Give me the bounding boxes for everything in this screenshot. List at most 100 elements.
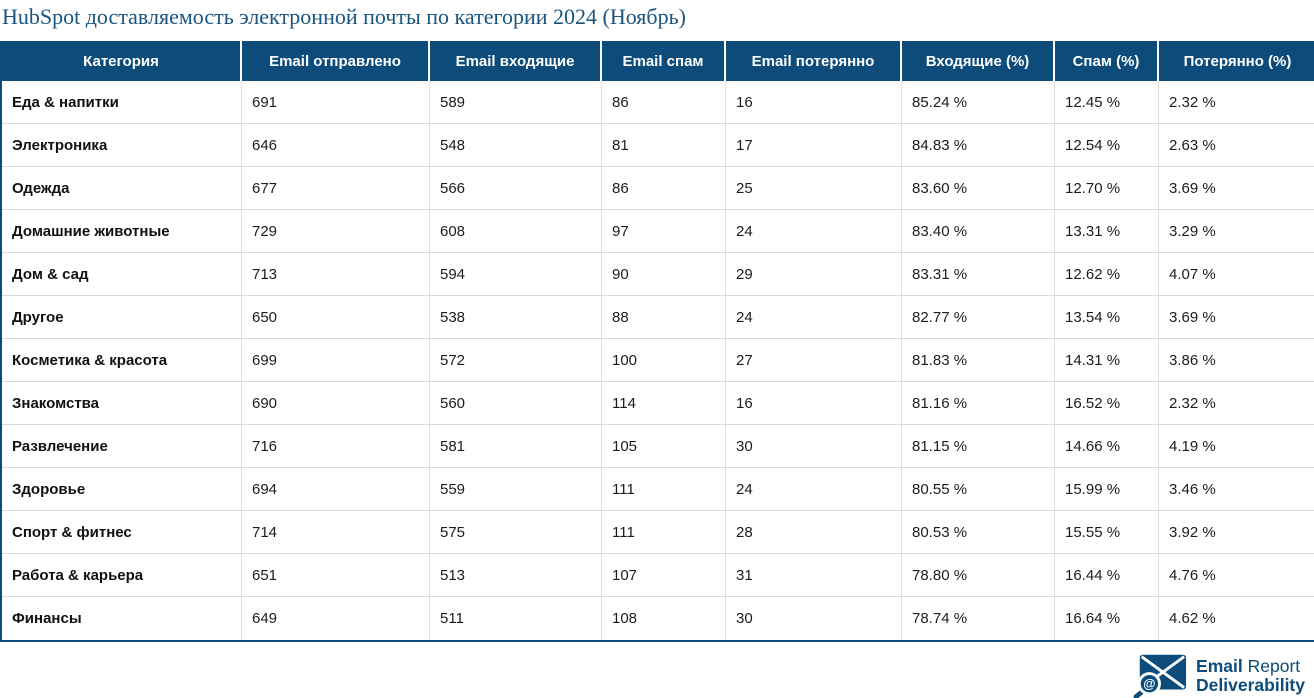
- value-cell: 4.07 %: [1159, 253, 1314, 296]
- table-header-row: Категория Email отправлено Email входящие E…: [2, 41, 1314, 81]
- table-row: Одежда 677 566 86 25 83.60 % 12.70 % 3.69 %: [2, 167, 1314, 210]
- value-cell: 82.77 %: [902, 296, 1055, 339]
- category-cell: Дом & сад: [2, 253, 242, 296]
- value-cell: 513: [430, 554, 602, 597]
- value-cell: 83.31 %: [902, 253, 1055, 296]
- footer-logo: @ Email Report Deliverability: [1133, 654, 1305, 698]
- column-header-4: Email потерянно: [726, 41, 902, 81]
- value-cell: 25: [726, 167, 902, 210]
- category-cell: Работа & карьера: [2, 554, 242, 597]
- table-body: Еда & напитки 691 589 86 16 85.24 % 12.45 % 2.3…: [2, 81, 1314, 640]
- category-cell: Спорт & фитнес: [2, 511, 242, 554]
- value-cell: 3.69 %: [1159, 167, 1314, 210]
- table-row: Работа & карьера 651 513 107 31 78.80 % 16.44 …: [2, 554, 1314, 597]
- value-cell: 15.99 %: [1055, 468, 1159, 511]
- column-header-5: Входящие (%): [902, 41, 1055, 81]
- value-cell: 3.29 %: [1159, 210, 1314, 253]
- column-header-2: Email входящие: [430, 41, 602, 81]
- value-cell: 86: [602, 81, 726, 124]
- value-cell: 24: [726, 210, 902, 253]
- table-row: Финансы 649 511 108 30 78.74 % 16.64 % 4.62 %: [2, 597, 1314, 640]
- value-cell: 3.69 %: [1159, 296, 1314, 339]
- value-cell: 114: [602, 382, 726, 425]
- value-cell: 86: [602, 167, 726, 210]
- page-title: HubSpot доставляемость электронной почты…: [2, 4, 686, 29]
- value-cell: 14.31 %: [1055, 339, 1159, 382]
- column-header-7: Потерянно (%): [1159, 41, 1314, 81]
- value-cell: 650: [242, 296, 430, 339]
- value-cell: 85.24 %: [902, 81, 1055, 124]
- value-cell: 560: [430, 382, 602, 425]
- category-cell: Косметика & красота: [2, 339, 242, 382]
- value-cell: 80.55 %: [902, 468, 1055, 511]
- value-cell: 651: [242, 554, 430, 597]
- table-row: Другое 650 538 88 24 82.77 % 13.54 % 3.69 %: [2, 296, 1314, 339]
- value-cell: 511: [430, 597, 602, 640]
- table-row: Косметика & красота 699 572 100 27 81.83 % 14.…: [2, 339, 1314, 382]
- value-cell: 16: [726, 382, 902, 425]
- column-header-6: Спам (%): [1055, 41, 1159, 81]
- value-cell: 111: [602, 511, 726, 554]
- value-cell: 29: [726, 253, 902, 296]
- value-cell: 691: [242, 81, 430, 124]
- value-cell: 4.62 %: [1159, 597, 1314, 640]
- value-cell: 12.45 %: [1055, 81, 1159, 124]
- value-cell: 14.66 %: [1055, 425, 1159, 468]
- table-row: Знакомства 690 560 114 16 81.16 % 16.52 % 2.32 …: [2, 382, 1314, 425]
- value-cell: 581: [430, 425, 602, 468]
- value-cell: 2.32 %: [1159, 81, 1314, 124]
- value-cell: 84.83 %: [902, 124, 1055, 167]
- value-cell: 714: [242, 511, 430, 554]
- value-cell: 83.60 %: [902, 167, 1055, 210]
- value-cell: 16: [726, 81, 902, 124]
- category-cell: Электроника: [2, 124, 242, 167]
- value-cell: 729: [242, 210, 430, 253]
- value-cell: 12.70 %: [1055, 167, 1159, 210]
- category-cell: Знакомства: [2, 382, 242, 425]
- value-cell: 16.64 %: [1055, 597, 1159, 640]
- value-cell: 100: [602, 339, 726, 382]
- deliverability-table: Категория Email отправлено Email входящие E…: [0, 41, 1314, 642]
- value-cell: 108: [602, 597, 726, 640]
- value-cell: 713: [242, 253, 430, 296]
- value-cell: 677: [242, 167, 430, 210]
- value-cell: 30: [726, 425, 902, 468]
- logo-text: Email Report Deliverability: [1196, 657, 1305, 695]
- value-cell: 694: [242, 468, 430, 511]
- table-row: Спорт & фитнес 714 575 111 28 80.53 % 15.55 % 3…: [2, 511, 1314, 554]
- value-cell: 646: [242, 124, 430, 167]
- value-cell: 17: [726, 124, 902, 167]
- value-cell: 594: [430, 253, 602, 296]
- value-cell: 30: [726, 597, 902, 640]
- value-cell: 608: [430, 210, 602, 253]
- value-cell: 538: [430, 296, 602, 339]
- value-cell: 107: [602, 554, 726, 597]
- value-cell: 699: [242, 339, 430, 382]
- table-row: Домашние животные 729 608 97 24 83.40 % 13.31 …: [2, 210, 1314, 253]
- category-cell: Другое: [2, 296, 242, 339]
- value-cell: 566: [430, 167, 602, 210]
- logo-line-1: Email Report: [1196, 657, 1305, 676]
- table-row: Развлечение 716 581 105 30 81.15 % 14.66 % 4.19…: [2, 425, 1314, 468]
- table-row: Еда & напитки 691 589 86 16 85.24 % 12.45 % 2.3…: [2, 81, 1314, 124]
- value-cell: 12.54 %: [1055, 124, 1159, 167]
- table-row: Дом & сад 713 594 90 29 83.31 % 12.62 % 4.07 %: [2, 253, 1314, 296]
- value-cell: 83.40 %: [902, 210, 1055, 253]
- value-cell: 559: [430, 468, 602, 511]
- value-cell: 716: [242, 425, 430, 468]
- table-row: Здоровье 694 559 111 24 80.55 % 15.99 % 3.46 %: [2, 468, 1314, 511]
- value-cell: 575: [430, 511, 602, 554]
- column-header-3: Email спам: [602, 41, 726, 81]
- value-cell: 111: [602, 468, 726, 511]
- value-cell: 78.74 %: [902, 597, 1055, 640]
- category-cell: Одежда: [2, 167, 242, 210]
- value-cell: 3.92 %: [1159, 511, 1314, 554]
- value-cell: 12.62 %: [1055, 253, 1159, 296]
- column-header-0: Категория: [2, 41, 242, 81]
- value-cell: 81.16 %: [902, 382, 1055, 425]
- category-cell: Домашние животные: [2, 210, 242, 253]
- logo-word-report: Report: [1247, 656, 1301, 676]
- column-header-1: Email отправлено: [242, 41, 430, 81]
- value-cell: 2.63 %: [1159, 124, 1314, 167]
- value-cell: 13.54 %: [1055, 296, 1159, 339]
